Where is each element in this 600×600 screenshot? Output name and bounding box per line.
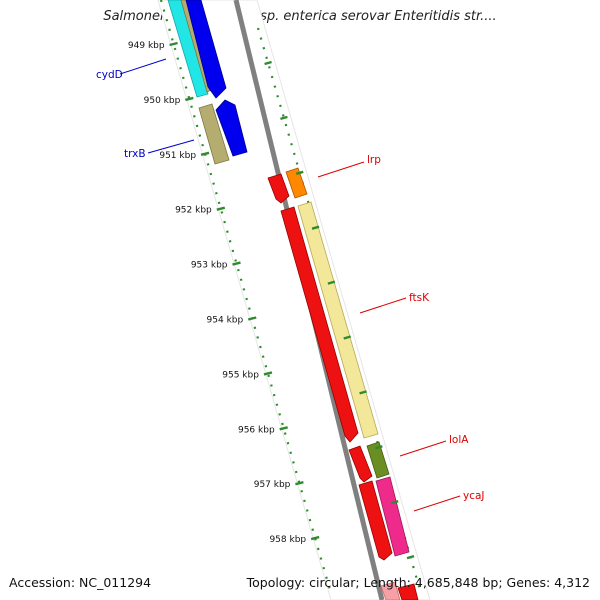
ftsK-label: ftsK (409, 292, 430, 304)
scale-tick (279, 426, 288, 431)
scale-label: 951 kbp (159, 151, 196, 161)
inner-ring-tick (295, 170, 304, 175)
ftsK-callout-line (359, 297, 407, 314)
scale-label: 950 kbp (144, 96, 181, 106)
scale-label: 955 kbp (222, 370, 259, 380)
inner-ring-tick (327, 280, 336, 285)
lrp-label: lrp (367, 154, 381, 166)
gene-red-small (267, 173, 290, 204)
inner-ring-tick (375, 445, 383, 450)
genome-summary-text: Topology: circular; Length: 4,685,848 bp… (246, 575, 590, 590)
gene-red-lower1 (348, 445, 373, 483)
scale-label: 958 kbp (269, 535, 306, 545)
gene-trxB-blue (215, 99, 248, 157)
gene-lrp (285, 167, 308, 199)
inner-ring-tick (359, 390, 367, 395)
gene-ftsK-red (280, 206, 359, 443)
gene-cyan (167, 0, 209, 98)
scale-label: 956 kbp (238, 425, 275, 435)
scale-label: 952 kbp (175, 206, 212, 216)
accession-text: Accession: NC_011294 (9, 575, 152, 590)
scale-tick (216, 206, 226, 211)
scale-tick (247, 316, 257, 321)
scale-label: 949 kbp (128, 41, 165, 51)
gene-bottom-pink (380, 581, 401, 600)
scale-tick (310, 535, 320, 541)
cydD-label: cydD (96, 69, 123, 81)
trxB-label: trxB (124, 148, 146, 160)
gene-trxB-khaki (198, 103, 230, 165)
inner-ring-tick (280, 115, 288, 121)
scale-tick (295, 481, 304, 486)
inner-ring-tick (406, 554, 415, 560)
gene-lolA (366, 441, 390, 479)
scale-tick (200, 151, 210, 156)
gene-red-lower2 (358, 480, 393, 561)
scale-label: 953 kbp (191, 261, 228, 271)
cydD-callout-line (119, 58, 167, 75)
scale-ticks: 949 kbp 950 kbp 951 kbp 952 kbp 953 kbp 954 k… (128, 41, 415, 560)
scale-label: 954 kbp (207, 316, 244, 326)
scale-tick (185, 96, 194, 102)
gene-ycaJ (375, 476, 410, 557)
ycaJ-callout-line (413, 495, 461, 512)
inner-ring-tick (311, 225, 320, 230)
lrp-callout-line (317, 161, 365, 178)
gene-cydD (185, 0, 227, 99)
lolA-callout-line (399, 440, 447, 457)
scale-label: 957 kbp (254, 480, 291, 490)
inner-ring-tick (343, 335, 352, 340)
trxB-callout-line (147, 139, 195, 154)
scale-tick (232, 261, 241, 266)
scale-tick (263, 371, 273, 376)
inner-ring-tick (390, 500, 399, 505)
gene-bottom-red (397, 583, 419, 600)
outer-dotted-ring (159, 0, 332, 591)
lolA-label: lolA (449, 434, 469, 446)
ycaJ-label: ycaJ (463, 490, 485, 502)
scale-tick (169, 41, 178, 47)
inner-ring-tick (264, 60, 272, 66)
gene-ftsK (297, 201, 379, 439)
